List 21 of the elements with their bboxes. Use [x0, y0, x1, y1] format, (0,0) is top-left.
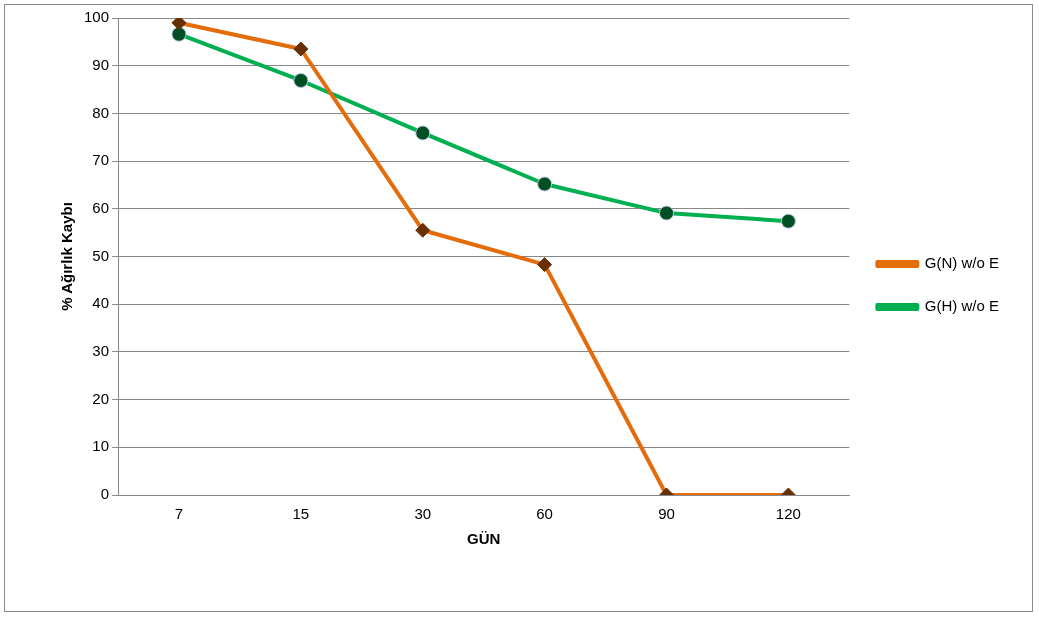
- legend-label: G(H) w/o E: [924, 297, 1000, 315]
- legend-label: G(N) w/o E: [924, 254, 1000, 272]
- y-tick-label: 20: [92, 389, 110, 407]
- x-tick-label: 60: [536, 505, 553, 523]
- x-tick-label: 90: [658, 505, 675, 523]
- y-tick-label: 0: [100, 485, 110, 503]
- y-tick-label: 60: [92, 198, 110, 216]
- y-axis-title: % Ağırlık Kaybı: [58, 202, 76, 311]
- y-tick-label: 50: [92, 246, 110, 264]
- y-tick-label: 90: [92, 55, 110, 73]
- y-tick-label: 30: [92, 342, 110, 360]
- x-tick-label: 15: [292, 505, 310, 523]
- x-tick-label: 120: [775, 505, 801, 523]
- y-tick-label: 70: [92, 151, 110, 169]
- x-axis-title: GÜN: [467, 530, 501, 548]
- y-tick-label: 80: [92, 103, 110, 121]
- y-tick-label: 100: [84, 8, 110, 26]
- y-tick-label: 10: [92, 437, 110, 455]
- x-tick-label: 30: [414, 505, 432, 523]
- y-tick-label: 40: [92, 294, 110, 312]
- x-tick-label: 7: [174, 505, 184, 523]
